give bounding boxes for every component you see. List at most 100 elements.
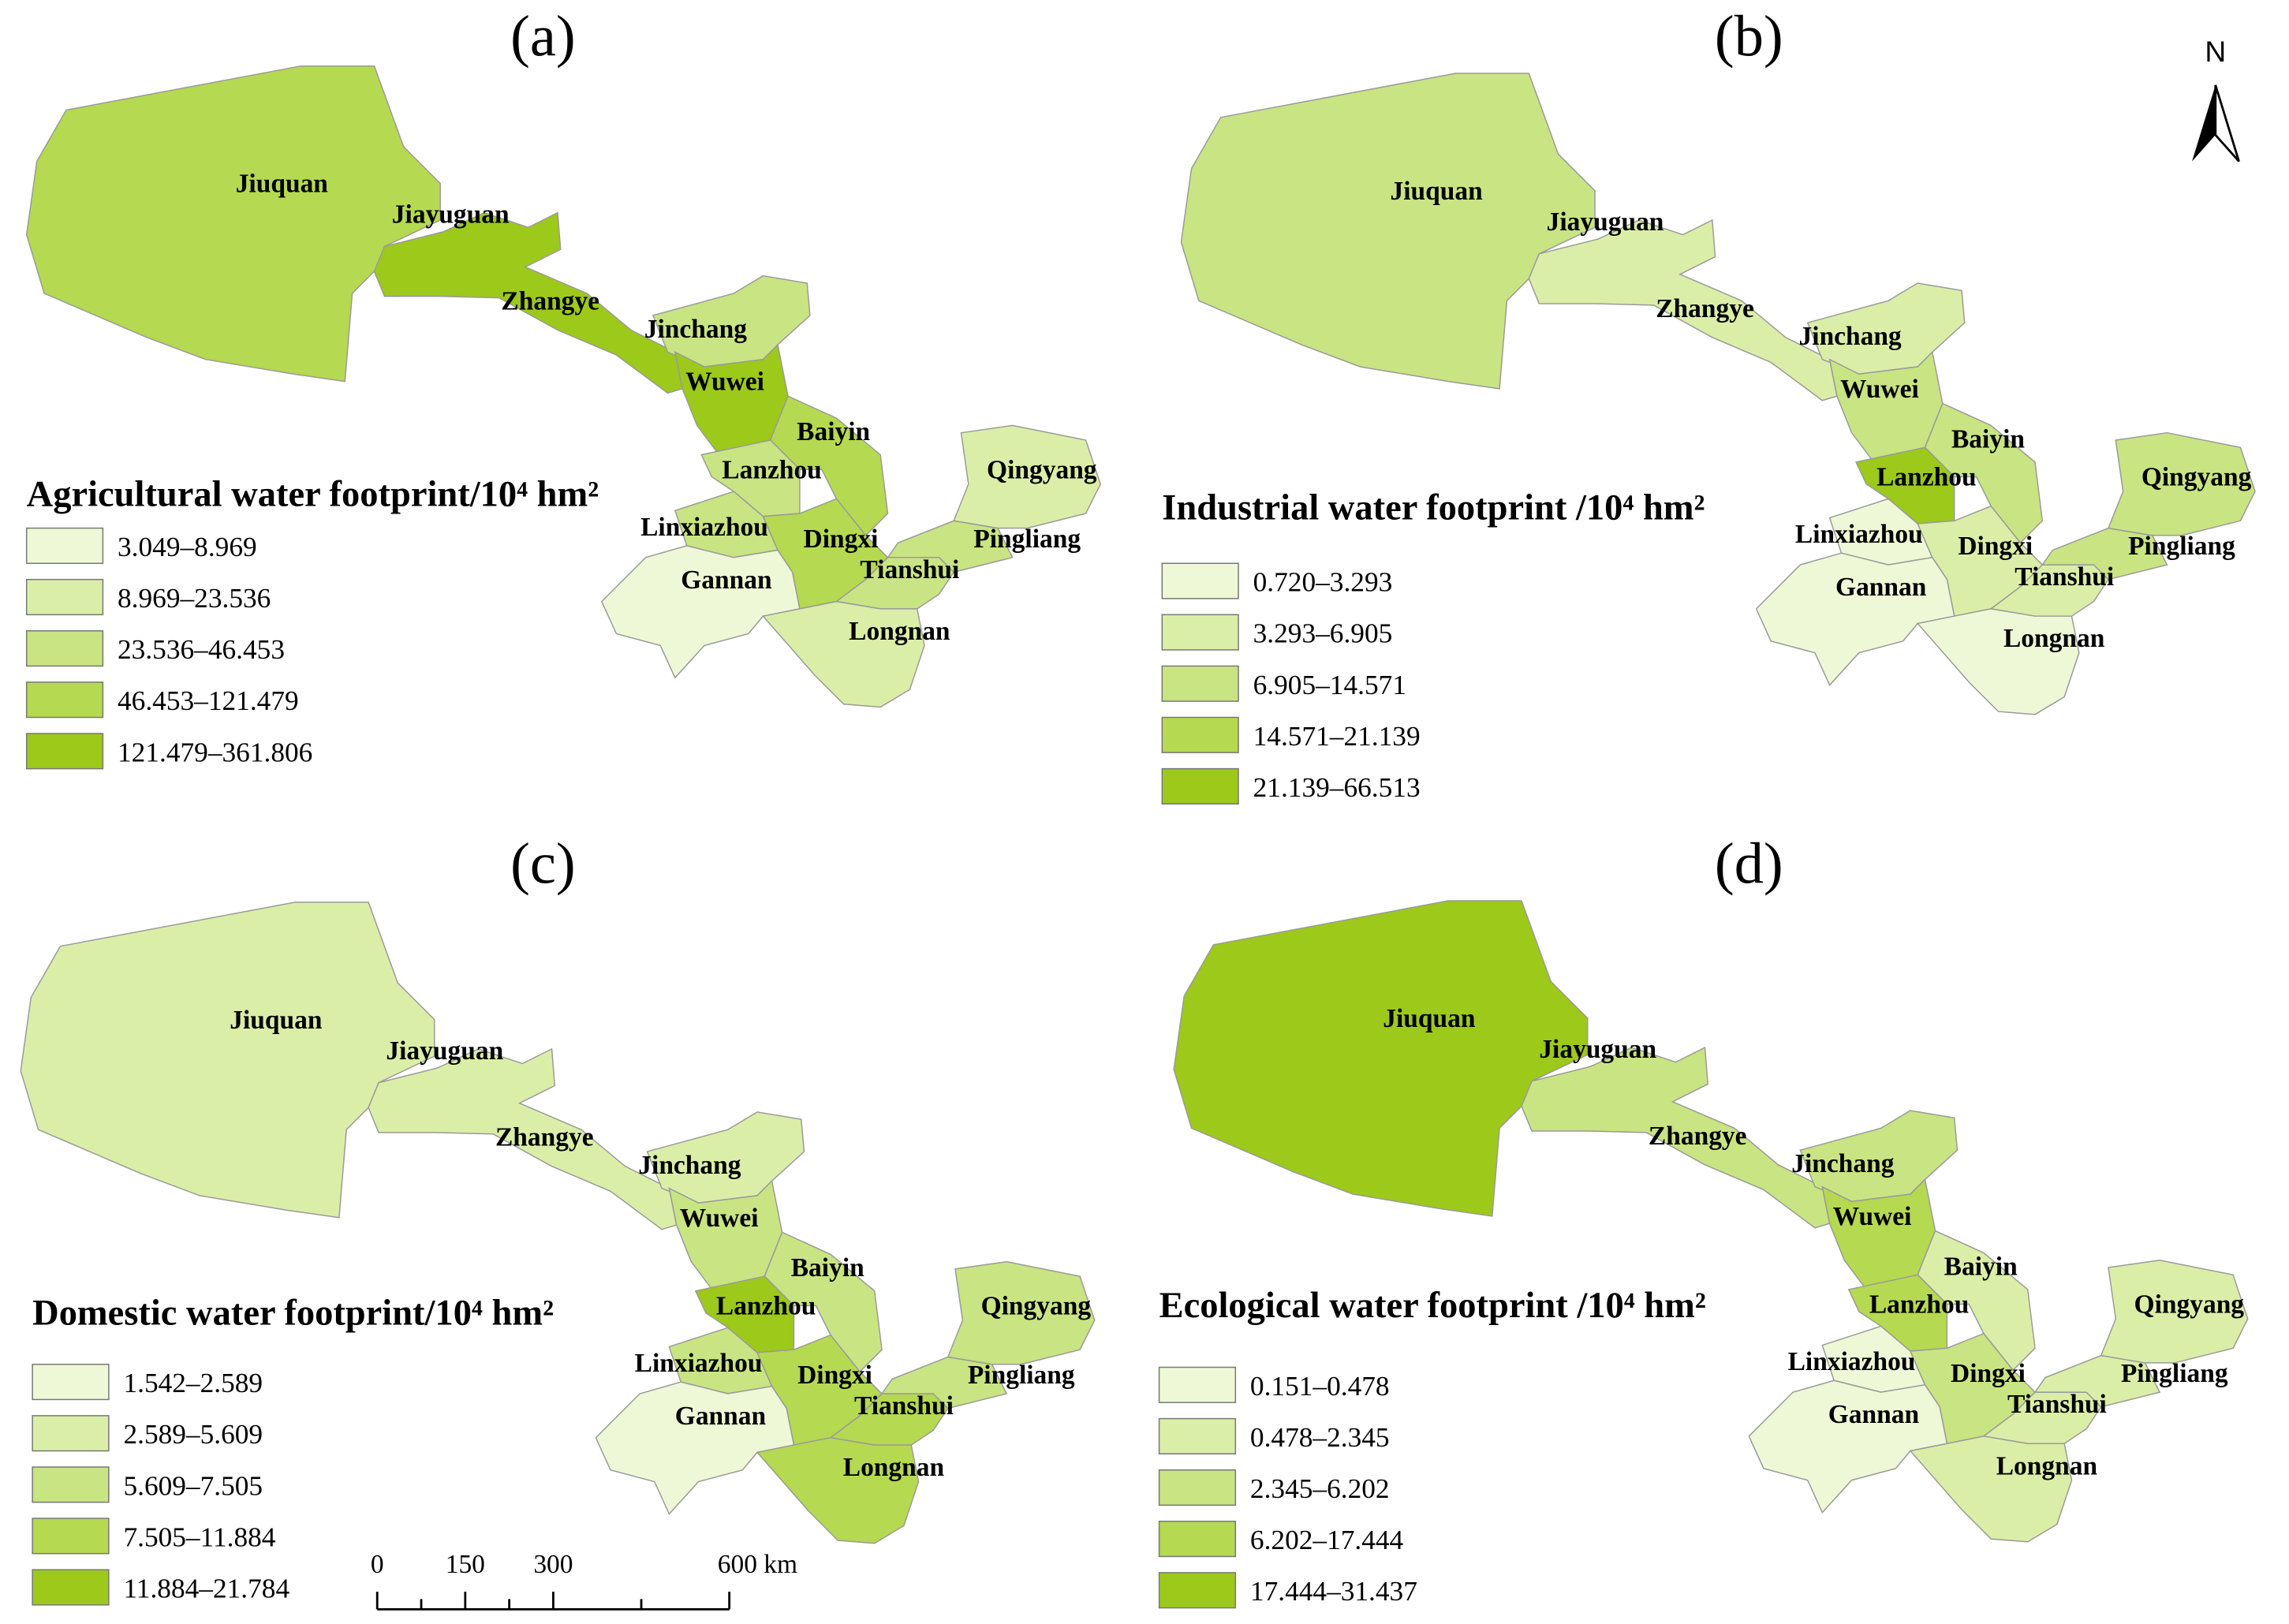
city-label: Lanzhou <box>1869 1290 1970 1320</box>
city-label: Dingxi <box>1951 1359 2026 1388</box>
region <box>2033 1354 2161 1408</box>
city-label: Gannan <box>1828 1400 1920 1429</box>
region <box>761 600 925 708</box>
city-label: Gannan <box>1835 573 1927 602</box>
city-label: Tianshui <box>860 555 959 584</box>
region <box>2107 431 2256 536</box>
city-label: Zhangye <box>501 286 599 315</box>
legend-label: 8.969–23.536 <box>118 583 271 614</box>
legend-swatch <box>32 1466 110 1503</box>
city-label: Pingliang <box>973 525 1081 554</box>
legend-swatch <box>1161 716 1239 753</box>
city-label: Linxiazhou <box>1788 1347 1916 1376</box>
legend-label: 2.345–6.202 <box>1250 1473 1390 1504</box>
legend-swatch <box>25 578 104 616</box>
region <box>947 1260 1096 1365</box>
panel-label: (c) <box>510 832 576 897</box>
map: Jiuquan Jiayuguan Zhangye Jinchang Wuwei Baiy… <box>20 902 1096 1544</box>
legend-swatch <box>1161 767 1239 805</box>
city-label: Baiyin <box>1951 424 2025 454</box>
legend-swatch <box>25 630 104 667</box>
map: Jiuquan Jiayuguan Zhangye Jinchang Wuwei Baiy… <box>1173 900 2249 1543</box>
legend-label: 2.589–5.609 <box>123 1419 263 1450</box>
city-label: Linxiazhou <box>1795 520 1923 549</box>
city-label: Zhangye <box>1656 294 1754 323</box>
city-label: Jinchang <box>644 315 747 344</box>
region <box>1917 1230 2036 1372</box>
region <box>1916 608 2080 715</box>
legend-swatch <box>1158 1366 1237 1403</box>
legend-label: 0.720–3.293 <box>1253 567 1393 598</box>
city-label: Jiayuguan <box>386 1036 503 1066</box>
city-label: Tianshui <box>854 1391 954 1421</box>
legend-label: 5.609–7.505 <box>123 1470 263 1501</box>
legend-label: 0.478–2.345 <box>1250 1422 1390 1453</box>
legend-swatch <box>25 527 104 564</box>
scale-bar <box>375 1592 731 1611</box>
legend-label: 14.571–21.139 <box>1253 721 1421 752</box>
city-label: Jiuquan <box>230 1006 323 1035</box>
city-label: Tianshui <box>2015 562 2114 592</box>
city-label: Wuwei <box>1833 1202 1912 1231</box>
region <box>953 424 1102 529</box>
map: Jiuquan Jiayuguan Zhangye Jinchang Wuwei Baiy… <box>1180 73 2256 715</box>
region <box>1173 900 1589 1217</box>
city-label: Longnan <box>2003 624 2105 653</box>
city-label: Lanzhou <box>716 1292 816 1321</box>
city-label: Pingliang <box>968 1361 1075 1390</box>
scale-label: 300 <box>533 1550 573 1579</box>
scale-label: 150 <box>446 1550 485 1579</box>
city-label: Lanzhou <box>1876 463 1976 492</box>
legend-swatch <box>25 681 104 719</box>
legend-swatch <box>32 1518 110 1555</box>
legend-label: 1.542–2.589 <box>123 1368 263 1398</box>
city-label: Linxiazhou <box>635 1349 763 1378</box>
city-label: Baiyin <box>797 417 870 446</box>
legend-swatch <box>32 1569 110 1606</box>
city-label: Jiayuguan <box>1539 1035 1656 1064</box>
region <box>368 1047 678 1230</box>
legend-label: 0.151–0.478 <box>1250 1371 1390 1402</box>
city-label: Longnan <box>843 1453 945 1482</box>
region <box>2100 1259 2249 1364</box>
legend-label: 46.453–121.479 <box>118 685 299 716</box>
legend-label: 3.049–8.969 <box>118 532 257 562</box>
region <box>880 1356 1008 1409</box>
legend-swatch <box>1161 562 1239 599</box>
city-label: Longnan <box>849 617 950 646</box>
city-label: Pingliang <box>2128 532 2235 561</box>
city-label: Jinchang <box>638 1151 741 1180</box>
legend-title: Domestic water footprint/10⁴ hm² <box>32 1294 554 1334</box>
legend-label: 3.293–6.905 <box>1253 618 1393 649</box>
legend-label: 23.536–46.453 <box>118 634 285 665</box>
legend-swatch <box>1158 1572 1237 1609</box>
city-label: Lanzhou <box>722 455 822 484</box>
city-label: Baiyin <box>791 1253 864 1282</box>
city-label: Qingyang <box>981 1292 1092 1321</box>
legend-label: 6.905–14.571 <box>1253 670 1406 700</box>
city-label: Linxiazhou <box>640 513 768 542</box>
region <box>25 65 441 383</box>
legend-label: 11.884–21.784 <box>123 1574 289 1604</box>
region <box>1180 73 1596 390</box>
city-label: Dingxi <box>797 1361 872 1390</box>
legend-title: Agricultural water footprint/10⁴ hm² <box>27 475 599 515</box>
legend-title: Ecological water footprint /10⁴ hm² <box>1159 1286 1706 1326</box>
city-label: Jiuquan <box>1391 177 1484 206</box>
panel-label: (a) <box>510 5 576 69</box>
city-label: Zhangye <box>495 1123 594 1152</box>
region <box>1909 1435 2073 1543</box>
city-label: Jiuquan <box>1383 1004 1476 1033</box>
city-label: Wuwei <box>680 1204 759 1233</box>
region <box>769 395 889 537</box>
region <box>2041 527 2168 581</box>
region <box>1521 1046 1831 1229</box>
city-label: Jinchang <box>1799 322 1902 351</box>
legend-swatch <box>1158 1469 1237 1506</box>
region <box>1528 218 1838 401</box>
region <box>764 1231 883 1373</box>
city-label: Jiuquan <box>236 170 329 199</box>
north-arrow <box>2192 84 2216 162</box>
